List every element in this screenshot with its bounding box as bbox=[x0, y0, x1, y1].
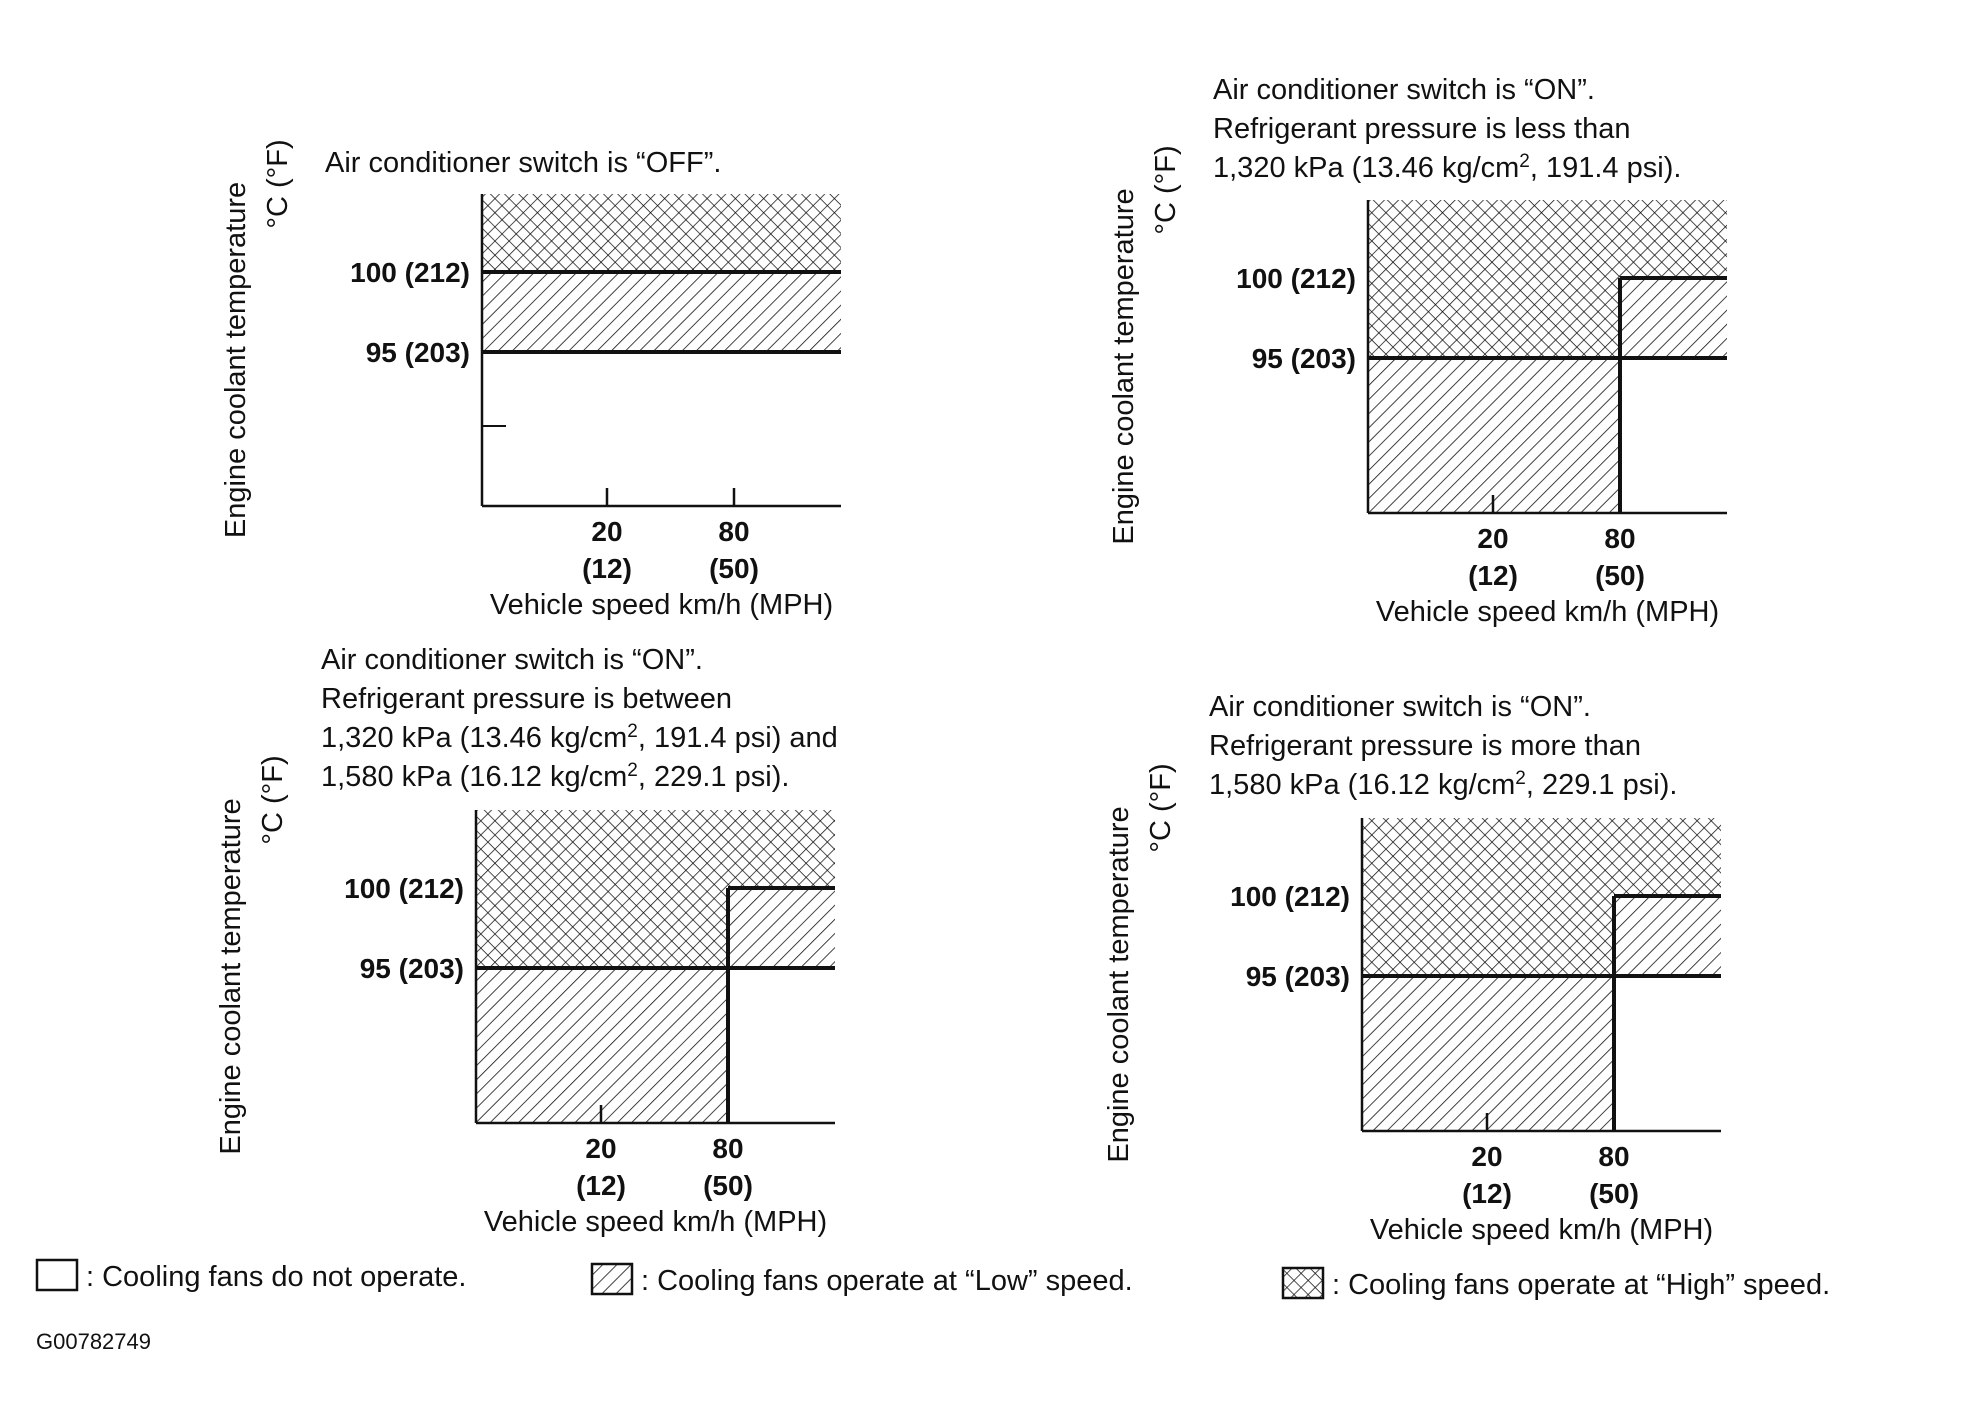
region-high-1 bbox=[728, 810, 835, 888]
y-axis-unit: °C (°F) bbox=[1150, 145, 1182, 234]
region-low-2 bbox=[728, 888, 835, 968]
region-high-0 bbox=[1362, 818, 1614, 976]
legend-label-low: : Cooling fans operate at “Low” speed. bbox=[641, 1265, 1133, 1297]
x-tick-sublabel-80: (50) bbox=[709, 553, 759, 584]
region-low-3 bbox=[476, 968, 728, 1123]
x-axis-label: Vehicle speed km/h (MPH) bbox=[484, 1206, 827, 1238]
legend-swatch-off bbox=[35, 1258, 79, 1292]
x-tick-sublabel-20: (12) bbox=[582, 553, 632, 584]
y-tick-label-100: 100 (212) bbox=[1230, 881, 1350, 912]
chart-title-line-3: 1,580 kPa (16.12 kg/cm2, 229.1 psi). bbox=[1209, 768, 1677, 802]
figure-code: G00782749 bbox=[36, 1329, 151, 1354]
y-axis-label: Engine coolant temperature bbox=[1103, 806, 1135, 1162]
chart-title-line-2: Refrigerant pressure is more than bbox=[1209, 730, 1641, 762]
x-axis-label: Vehicle speed km/h (MPH) bbox=[1376, 596, 1719, 628]
region-off-2 bbox=[482, 352, 841, 506]
chart-panel-top-right: 20 (12) 80 (50) 100 (212) 95 (203) Vehicle spe… bbox=[1108, 74, 1727, 628]
x-tick-sublabel-80: (50) bbox=[1589, 1178, 1639, 1209]
chart-panels: 20 (12) 80 (50) 100 (212) 95 (203) Vehicle spe… bbox=[215, 74, 1727, 1246]
chart-panel-bottom-left: 20 (12) 80 (50) 100 (212) 95 (203) Vehicle spe… bbox=[215, 644, 838, 1238]
chart-title-line-2: Refrigerant pressure is between bbox=[321, 683, 732, 715]
chart-panel-bottom-right: 20 (12) 80 (50) 100 (212) 95 (203) Vehicle spe… bbox=[1103, 691, 1721, 1246]
x-tick-label-20: 20 bbox=[585, 1133, 616, 1164]
x-tick-label-80: 80 bbox=[718, 516, 749, 547]
chart-title-line-1: Air conditioner switch is “ON”. bbox=[321, 644, 703, 676]
chart-title-line-1: Air conditioner switch is “OFF”. bbox=[325, 147, 721, 179]
legend-label-high: : Cooling fans operate at “High” speed. bbox=[1332, 1269, 1830, 1301]
x-tick-sublabel-20: (12) bbox=[1468, 560, 1518, 591]
y-axis-label: Engine coolant temperature bbox=[215, 798, 247, 1154]
region-high-0 bbox=[476, 810, 728, 968]
chart-title-line-1: Air conditioner switch is “ON”. bbox=[1213, 74, 1595, 106]
region-low-1 bbox=[482, 272, 841, 352]
x-tick-sublabel-80: (50) bbox=[703, 1170, 753, 1201]
x-axis-label: Vehicle speed km/h (MPH) bbox=[1370, 1214, 1713, 1246]
y-tick-label-95: 95 (203) bbox=[360, 953, 464, 984]
y-tick-label-95: 95 (203) bbox=[366, 337, 470, 368]
y-tick-label-95: 95 (203) bbox=[1246, 961, 1350, 992]
y-tick-label-100: 100 (212) bbox=[344, 873, 464, 904]
chart-title-line-2: Refrigerant pressure is less than bbox=[1213, 113, 1630, 145]
legend-swatch-high bbox=[1281, 1266, 1325, 1300]
region-low-3 bbox=[1368, 358, 1620, 513]
region-high-0 bbox=[482, 194, 841, 272]
chart-title-line-1: Air conditioner switch is “ON”. bbox=[1209, 691, 1591, 723]
y-tick-label-100: 100 (212) bbox=[350, 257, 470, 288]
x-tick-sublabel-20: (12) bbox=[1462, 1178, 1512, 1209]
x-tick-label-80: 80 bbox=[712, 1133, 743, 1164]
region-high-1 bbox=[1620, 200, 1727, 278]
y-axis-unit: °C (°F) bbox=[257, 755, 289, 844]
y-axis-unit: °C (°F) bbox=[1145, 763, 1177, 852]
x-axis-label: Vehicle speed km/h (MPH) bbox=[490, 589, 833, 621]
chart-title-line-4: 1,580 kPa (16.12 kg/cm2, 229.1 psi). bbox=[321, 760, 789, 794]
y-tick-label-100: 100 (212) bbox=[1236, 263, 1356, 294]
region-low-2 bbox=[1614, 896, 1721, 976]
x-tick-label-20: 20 bbox=[591, 516, 622, 547]
region-low-3 bbox=[1362, 976, 1614, 1131]
chart-panel-top-left: 20 (12) 80 (50) 100 (212) 95 (203) Vehicle spe… bbox=[220, 139, 841, 621]
x-tick-label-20: 20 bbox=[1471, 1141, 1502, 1172]
region-low-2 bbox=[1620, 278, 1727, 358]
x-tick-label-20: 20 bbox=[1477, 523, 1508, 554]
legend-swatch-low bbox=[590, 1262, 634, 1296]
legend-label-off: : Cooling fans do not operate. bbox=[86, 1261, 466, 1293]
y-axis-label: Engine coolant temperature bbox=[1108, 188, 1140, 544]
region-high-1 bbox=[1614, 818, 1721, 896]
y-tick-label-95: 95 (203) bbox=[1252, 343, 1356, 374]
y-axis-label: Engine coolant temperature bbox=[220, 182, 252, 538]
chart-title-line-3: 1,320 kPa (13.46 kg/cm2, 191.4 psi). bbox=[1213, 151, 1681, 185]
x-tick-label-80: 80 bbox=[1598, 1141, 1629, 1172]
chart-title-line-3: 1,320 kPa (13.46 kg/cm2, 191.4 psi) and bbox=[321, 721, 838, 755]
region-high-0 bbox=[1368, 200, 1620, 358]
x-tick-sublabel-80: (50) bbox=[1595, 560, 1645, 591]
y-axis-unit: °C (°F) bbox=[262, 139, 294, 228]
x-tick-sublabel-20: (12) bbox=[576, 1170, 626, 1201]
legend: : Cooling fans do not operate. : Cooling … bbox=[35, 1258, 1830, 1301]
x-tick-label-80: 80 bbox=[1604, 523, 1635, 554]
